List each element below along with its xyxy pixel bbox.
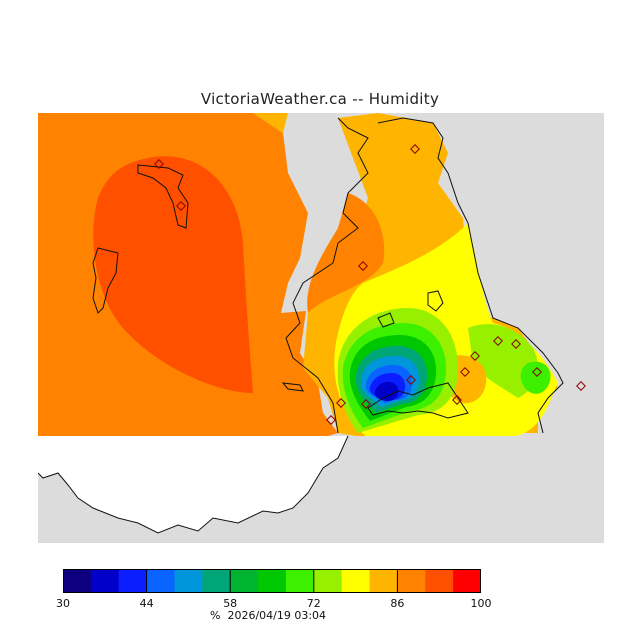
humidity-band-60-65-far-east	[520, 361, 551, 394]
legend-swatch	[63, 569, 92, 593]
timestamp: 2026/04/19 03:04	[227, 609, 327, 622]
legend-swatch	[341, 569, 371, 593]
island-north	[137, 164, 189, 229]
legend-swatch	[453, 569, 481, 593]
humidity-band-min	[374, 381, 399, 402]
humidity-band-65-70-east	[468, 324, 538, 398]
island-small-1	[281, 382, 304, 392]
legend-swatch	[146, 569, 175, 593]
color-legend	[63, 569, 481, 593]
legend-tick-label: 86	[390, 597, 405, 610]
station-marker	[406, 375, 416, 385]
station-marker	[154, 159, 164, 169]
outside-domain-land	[38, 436, 348, 533]
map-title: VictoriaWeather.ca -- Humidity	[200, 90, 440, 108]
humidity-band-85-90	[93, 156, 253, 393]
station-marker	[361, 399, 371, 409]
unit-label: %	[210, 609, 221, 622]
station-marker	[410, 144, 420, 154]
station-marker	[326, 415, 336, 425]
coastline-victoria	[367, 382, 469, 419]
legend-swatch	[118, 569, 148, 593]
legend-swatch	[369, 569, 398, 593]
legend-swatch	[258, 569, 287, 593]
island-small-3	[377, 312, 395, 328]
legend-swatch	[425, 569, 454, 593]
station-marker	[336, 398, 346, 408]
station-marker	[511, 339, 521, 349]
legend-tick-label: 30	[56, 597, 70, 610]
legend-tick-label: 72	[306, 597, 321, 610]
station-marker	[493, 336, 503, 346]
legend-footer: % 2026/04/19 03:04	[210, 609, 326, 622]
station-marker	[470, 351, 480, 361]
coastline-south	[38, 435, 349, 534]
station-marker	[532, 367, 542, 377]
station-marker	[452, 395, 462, 405]
legend-tick-label: 44	[139, 597, 154, 610]
outside-domain-edge	[253, 113, 288, 133]
legend-swatch	[313, 569, 343, 593]
legend-swatch	[90, 569, 120, 593]
station-marker	[176, 201, 186, 211]
station-marker	[576, 381, 586, 391]
legend-swatch	[202, 569, 231, 593]
no-data-strait	[38, 436, 604, 543]
legend-swatch	[230, 569, 259, 593]
legend-swatch	[397, 569, 426, 593]
legend-border	[63, 569, 481, 593]
station-markers	[154, 144, 586, 425]
station-marker	[460, 367, 470, 377]
legend-swatch	[174, 569, 203, 593]
island-west	[92, 247, 119, 314]
legend-tick-label: 100	[470, 597, 492, 610]
humidity-band-80-85-central	[307, 193, 385, 313]
coastline-east	[285, 117, 369, 434]
legend-swatch	[285, 569, 315, 593]
island-small-2	[427, 290, 444, 312]
legend-tick-label: 58	[223, 597, 238, 610]
coastline-saanich	[377, 117, 564, 434]
humidity-map	[38, 113, 604, 543]
station-marker	[358, 261, 368, 271]
